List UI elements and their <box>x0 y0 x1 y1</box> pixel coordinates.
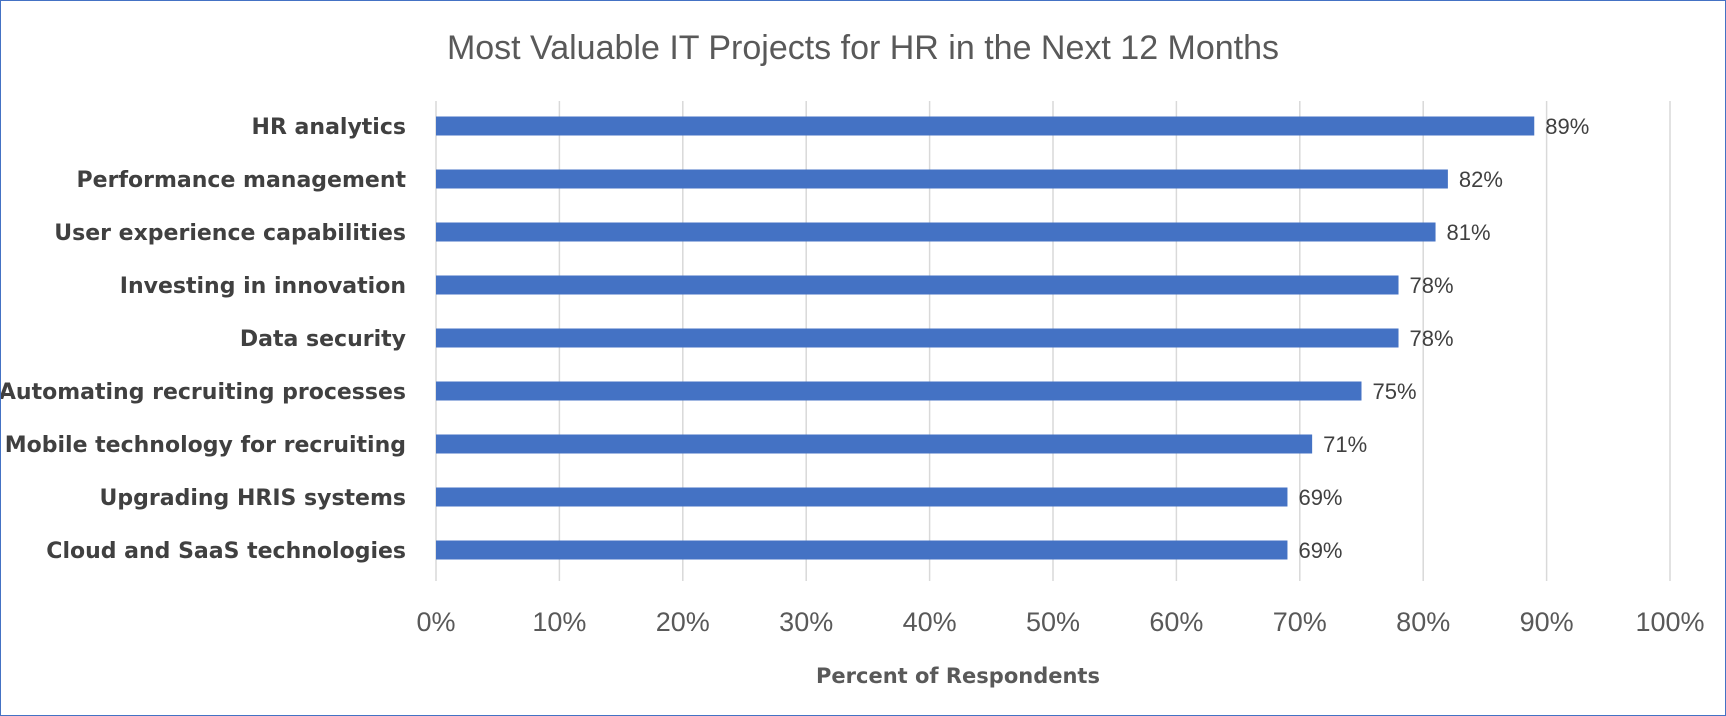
data-label: 82% <box>1459 167 1503 192</box>
bar <box>436 434 1313 454</box>
x-tick-labels: 0% 10% 20% 30% 40% 50% 60% 70% 80% 90% 100% <box>416 607 1704 637</box>
bar <box>436 487 1288 507</box>
bar <box>436 169 1448 189</box>
data-label: 89% <box>1545 114 1589 139</box>
x-tick-label: 10% <box>532 607 586 637</box>
category-label: Mobile technology for recruiting <box>5 433 406 458</box>
x-tick-label: 80% <box>1396 607 1450 637</box>
data-label: 69% <box>1298 485 1342 510</box>
bar <box>436 222 1436 242</box>
bar <box>436 116 1535 136</box>
bar <box>436 328 1399 348</box>
category-label: Data security <box>240 327 406 352</box>
data-label: 81% <box>1447 220 1491 245</box>
data-label: 75% <box>1373 379 1417 404</box>
chart-title: Most Valuable IT Projects for HR in the … <box>447 29 1279 67</box>
x-axis-title: Percent of Respondents <box>816 664 1100 688</box>
x-tick-label: 100% <box>1635 607 1704 637</box>
x-tick-label: 50% <box>1026 607 1080 637</box>
category-label: Performance management <box>77 168 407 193</box>
category-label: User experience capabilities <box>54 221 406 246</box>
data-labels: 89% 82% 81% 78% 78% 75% 71% 69% 69% <box>1298 114 1589 563</box>
bar <box>436 540 1288 560</box>
x-tick-label: 90% <box>1520 607 1574 637</box>
bar <box>436 275 1399 295</box>
category-label: Automating recruiting processes <box>1 380 406 405</box>
data-label: 78% <box>1410 326 1454 351</box>
x-tick-label: 60% <box>1149 607 1203 637</box>
bar <box>436 381 1362 401</box>
category-label: Investing in innovation <box>120 274 406 299</box>
category-label: HR analytics <box>252 115 406 140</box>
category-label: Cloud and SaaS technologies <box>46 539 406 564</box>
x-tick-label: 30% <box>779 607 833 637</box>
bars <box>436 116 1535 560</box>
category-label: Upgrading HRIS systems <box>100 486 406 511</box>
x-tick-label: 70% <box>1273 607 1327 637</box>
x-tick-label: 0% <box>416 607 455 637</box>
x-tick-label: 20% <box>656 607 710 637</box>
data-label: 69% <box>1298 538 1342 563</box>
data-label: 78% <box>1410 273 1454 298</box>
category-labels: HR analytics Performance management User e… <box>1 115 406 564</box>
data-label: 71% <box>1323 432 1367 457</box>
x-tick-label: 40% <box>903 607 957 637</box>
